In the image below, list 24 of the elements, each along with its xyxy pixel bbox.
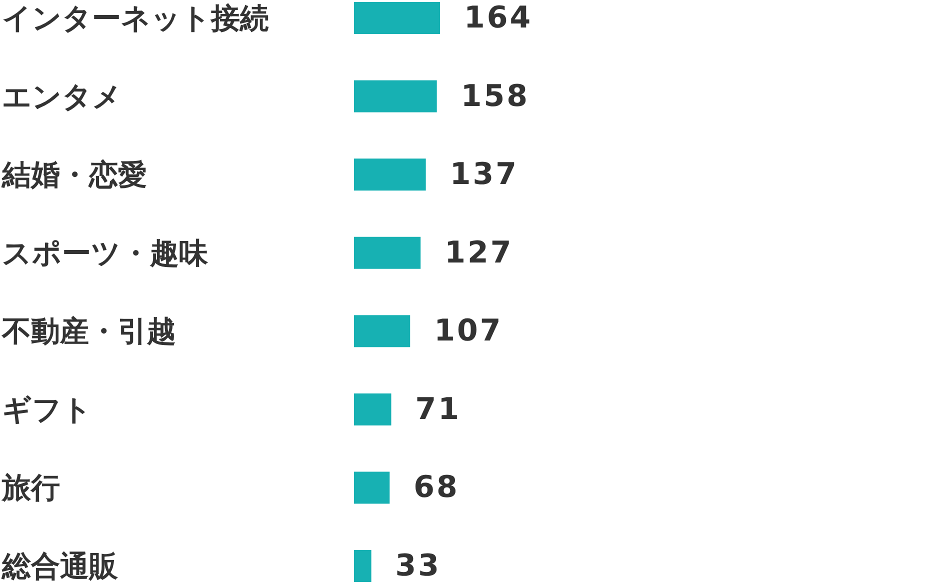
- bar: [354, 393, 392, 426]
- bar: [354, 472, 390, 504]
- y-tick-label: インターネット接続: [2, 1, 269, 35]
- bar: [354, 550, 372, 582]
- bar: [354, 2, 440, 34]
- data-label: 33: [395, 548, 442, 584]
- y-tick-label: エンタメ: [2, 79, 122, 114]
- data-label: 68: [414, 470, 460, 506]
- data-label: 158: [460, 78, 530, 114]
- data-label: 107: [434, 314, 503, 349]
- y-tick-label: 総合通販: [1, 549, 119, 583]
- bar: [354, 315, 410, 348]
- data-label: 164: [464, 0, 533, 36]
- bar: [354, 80, 437, 112]
- y-tick-label: ギフト: [2, 392, 92, 426]
- bar: [354, 158, 426, 191]
- y-tick-label: 不動産・引越: [1, 314, 176, 348]
- data-label: 127: [444, 235, 514, 270]
- data-label: 71: [415, 392, 461, 427]
- y-tick-label: 旅行: [1, 470, 60, 505]
- y-tick-label: 結婚・恋愛: [1, 158, 147, 192]
- bar: [354, 236, 421, 269]
- data-label: 137: [450, 157, 518, 192]
- y-tick-label: スポーツ・趣味: [2, 236, 209, 270]
